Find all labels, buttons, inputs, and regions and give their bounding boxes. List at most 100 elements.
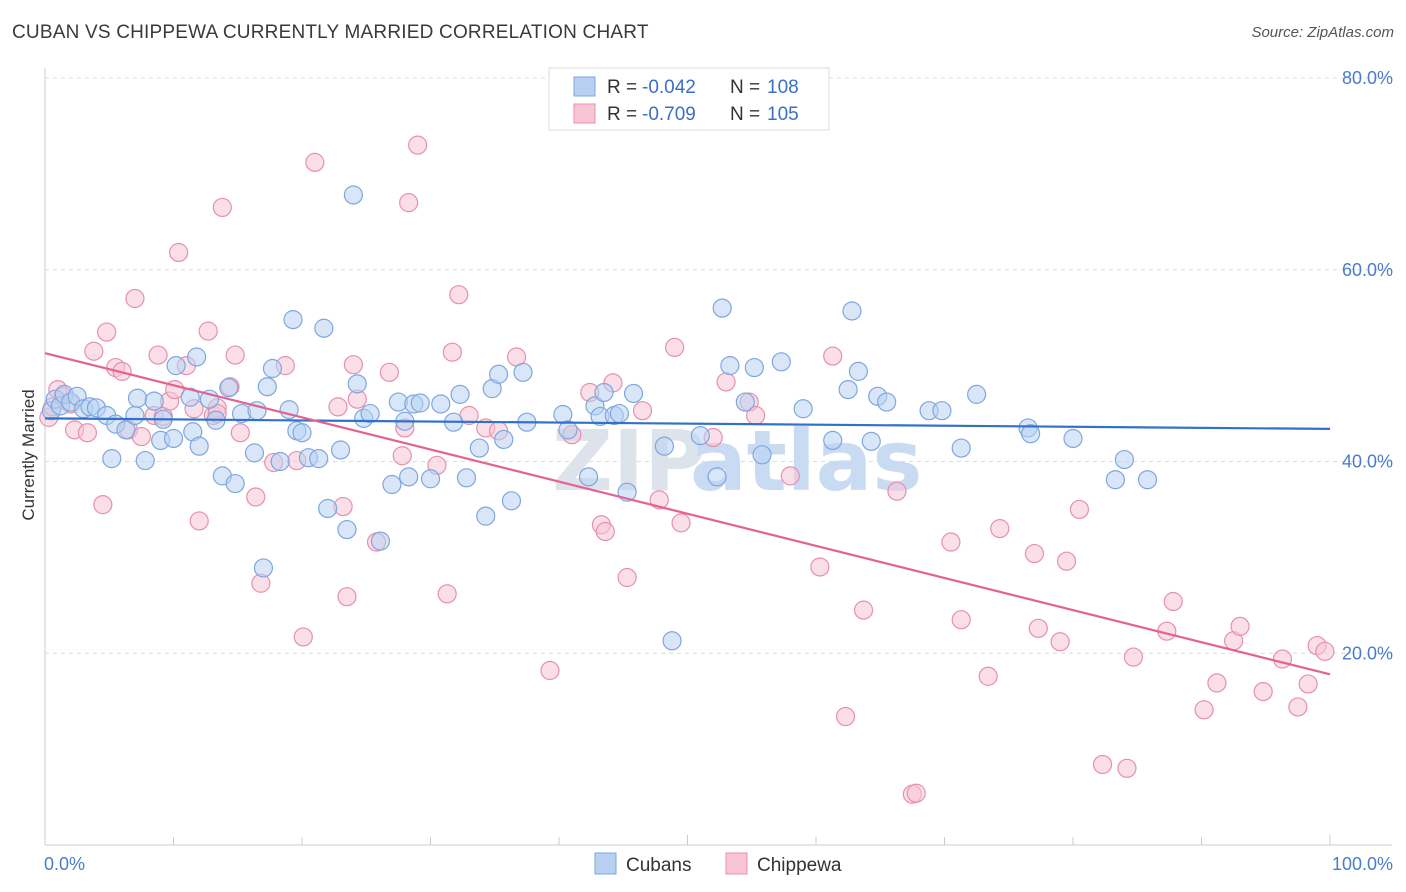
chippewa-point-64 (632, 401, 653, 421)
cubans-point-61 (450, 384, 470, 404)
cubans-point-82 (662, 631, 682, 651)
chippewa-point-99 (1272, 649, 1293, 669)
cubans-point-19 (163, 428, 184, 449)
cubans-point-95 (848, 361, 869, 381)
cubans-point-20 (166, 356, 186, 376)
chippewa-point-45 (392, 446, 412, 466)
bottom-legend-swatch-chippewa (725, 852, 748, 875)
cubans-point-48 (347, 374, 367, 394)
chippewa-point-16 (148, 345, 168, 365)
cubans-point-87 (735, 392, 755, 412)
cubans-point-67 (494, 429, 514, 450)
chippewa-point-97 (1230, 616, 1250, 637)
cubans-point-11 (116, 420, 136, 440)
legend-n-label-cubans: N = (730, 77, 760, 98)
legend-n-label-chippewa: N = (730, 104, 760, 125)
cubans-point-15 (135, 450, 155, 471)
chippewa-point-100 (1288, 697, 1308, 717)
chippewa-trend-line (44, 352, 1331, 676)
chippewa-point-41 (343, 355, 363, 375)
cubans-point-43 (314, 318, 334, 338)
chippewa-point-47 (399, 193, 419, 213)
cubans-point-86 (720, 356, 740, 376)
chippewa-point-51 (442, 342, 462, 362)
cubans-point-34 (257, 377, 277, 397)
cubans-point-105 (1063, 428, 1083, 449)
chippewa-point-90 (1117, 758, 1137, 778)
cubans-point-104 (1020, 424, 1041, 444)
chippewa-point-79 (906, 783, 926, 803)
chippewa-point-80 (941, 532, 961, 552)
chippewa-point-57 (540, 660, 560, 681)
cubans-trend-line (44, 417, 1331, 431)
chippewa-point-103 (1315, 641, 1335, 661)
chippewa-point-89 (1092, 754, 1113, 775)
chippewa-point-50 (437, 584, 457, 604)
cubans-point-73 (578, 467, 599, 487)
cubans-points (41, 185, 1158, 651)
chippewa-point-67 (671, 513, 691, 533)
chippewa-point-86 (1050, 632, 1070, 652)
bottom-legend: Cubans Chippewa (594, 852, 842, 876)
cubans-point-55 (399, 467, 419, 487)
cubans-point-28 (219, 378, 239, 398)
legend-r-label-cubans: R = (607, 77, 637, 98)
cubans-point-31 (244, 443, 265, 463)
cubans-point-84 (707, 467, 727, 487)
cubans-point-80 (623, 383, 644, 404)
cubans-point-59 (431, 394, 451, 414)
cubans-point-40 (292, 423, 312, 443)
cubans-point-21 (180, 387, 200, 407)
cubans-point-14 (127, 388, 148, 408)
watermark: ZIP atlas (552, 412, 922, 510)
chippewa-point-88 (1069, 499, 1090, 520)
cubans-point-81 (654, 436, 674, 456)
cubans-point-45 (330, 440, 351, 460)
chippewa-point-37 (305, 152, 325, 172)
legend-n-value-cubans: 108 (767, 77, 799, 98)
cubans-point-101 (951, 438, 971, 458)
chippewa-point-31 (246, 487, 266, 507)
chippewa-point-7 (84, 341, 104, 361)
chippewa-point-91 (1123, 647, 1143, 667)
cubans-point-78 (609, 403, 629, 424)
chippewa-point-38 (328, 397, 348, 417)
chippewa-point-63 (617, 567, 637, 588)
chippewa-point-13 (125, 288, 145, 309)
trend-lines (44, 352, 1331, 676)
cubans-point-92 (823, 430, 843, 451)
cubans-point-29 (225, 473, 245, 494)
cubans-point-98 (877, 392, 897, 412)
cubans-point-66 (489, 364, 509, 384)
cubans-point-63 (469, 438, 489, 458)
chippewa-point-69 (716, 372, 736, 392)
cubans-point-76 (594, 382, 614, 403)
chippewa-point-29 (225, 345, 245, 365)
x-tick-label-0: 0.0% (44, 854, 85, 874)
cubans-point-93 (838, 379, 858, 400)
cubans-point-38 (283, 310, 303, 330)
cubans-point-68 (501, 491, 522, 511)
chippewa-point-27 (212, 197, 232, 218)
cubans-point-89 (752, 445, 772, 465)
bottom-legend-chippewa: Chippewa (757, 855, 842, 876)
cubans-point-100 (932, 401, 952, 421)
cubans-point-52 (382, 474, 402, 495)
chippewa-point-101 (1298, 674, 1318, 694)
chippewa-point-52 (449, 285, 469, 305)
chippewa-point-83 (990, 519, 1010, 539)
cubans-point-96 (861, 431, 881, 451)
cubans-point-50 (360, 403, 380, 424)
cubans-point-94 (842, 301, 862, 321)
cubans-point-47 (343, 185, 363, 205)
legend-r-label-chippewa: R = (607, 104, 637, 125)
y-axis-title: Currently Married (19, 389, 38, 520)
chippewa-point-93 (1163, 591, 1183, 612)
chippewa-point-82 (978, 666, 998, 686)
chippewa-point-30 (230, 423, 250, 443)
cubans-point-72 (558, 420, 578, 440)
cubans-point-16 (144, 391, 164, 411)
chippewa-point-94 (1194, 700, 1214, 720)
chippewa-point-61 (595, 521, 615, 542)
chippewa-point-76 (853, 600, 874, 620)
